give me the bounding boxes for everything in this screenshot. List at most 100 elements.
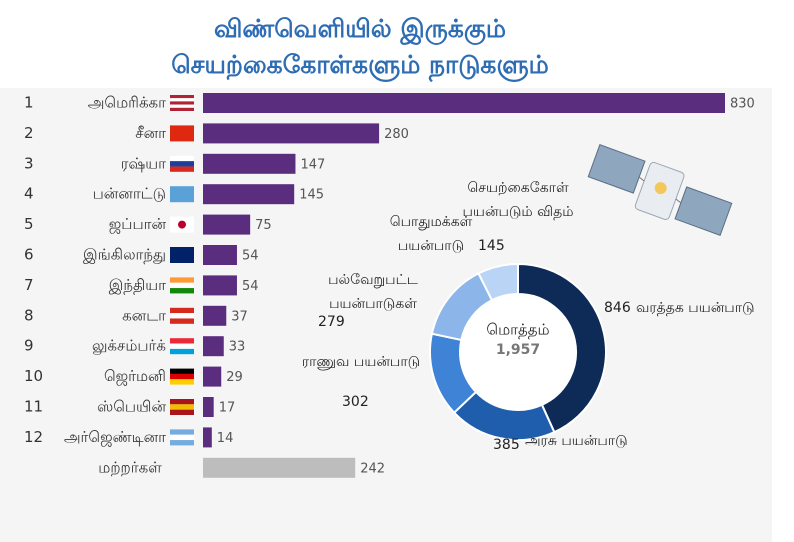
category-label: ஜெர்மனி: [104, 367, 166, 386]
value-label: 37: [231, 309, 248, 324]
flag-icon: [170, 429, 194, 446]
rank-label: 12: [24, 428, 43, 446]
flag-stripe: [170, 95, 194, 99]
rank-label: 4: [24, 185, 34, 203]
rank-label: 10: [24, 367, 43, 385]
flag-stripe: [170, 247, 194, 263]
flag-stripe: [170, 125, 194, 142]
category-label: ரஷ்யா: [121, 154, 166, 172]
category-label: லுக்சம்பர்க்: [92, 337, 166, 356]
flag-stripe: [170, 155, 194, 162]
flag-stripe: [170, 429, 194, 435]
flag-stripe: [170, 348, 194, 355]
bar: [203, 123, 380, 144]
value-label: 54: [242, 279, 259, 294]
flag-stripe: [170, 318, 194, 324]
flag-icon: [170, 338, 194, 355]
title-line: செயற்கைகோள்களும் நாடுகளும்: [171, 50, 549, 82]
flag-stripe: [170, 404, 194, 410]
value-label: 17: [219, 401, 236, 416]
flag-stripe: [170, 368, 194, 374]
bar: [203, 93, 725, 113]
value-label: 385: [493, 437, 520, 453]
rank-label: 3: [24, 154, 34, 172]
flag-stripe: [170, 282, 194, 289]
value-label: 54: [242, 249, 259, 264]
donut-slice: [517, 262, 607, 434]
value-label: 145: [299, 188, 324, 203]
value-label: 242: [360, 461, 385, 476]
bar: [203, 153, 296, 174]
bar: [203, 336, 224, 357]
rank-label: 5: [24, 215, 34, 233]
bar: [203, 427, 212, 448]
category-label: மற்றர்கள்: [98, 458, 162, 476]
category-label: ஸ்பெயின்: [97, 398, 166, 416]
rank-label: 11: [24, 398, 43, 416]
flag-stripe: [170, 277, 194, 283]
bar: [203, 184, 295, 205]
flag-stripe: [170, 186, 194, 203]
category-label: அமெரிக்கா: [88, 94, 166, 112]
category-label: அர்ஜெண்டினா: [64, 428, 166, 447]
value-label: 147: [300, 157, 325, 172]
rank-label: 6: [24, 246, 34, 264]
flag-stripe: [170, 373, 194, 380]
flag-stripe: [170, 379, 194, 385]
bar: [203, 214, 251, 235]
title-line: விண்வெளியில் இருக்கும்: [214, 14, 506, 46]
flag-stripe: [170, 98, 194, 102]
flag-icon: [170, 95, 194, 111]
flag-stripe: [170, 107, 194, 111]
flag-dot: [178, 220, 186, 229]
flag-icon: [170, 399, 194, 415]
value-label: 29: [226, 370, 243, 385]
flag-stripe: [170, 409, 194, 415]
rank-label: 2: [24, 124, 34, 142]
flag-icon: [170, 368, 194, 385]
category-label: இந்தியா: [109, 276, 166, 294]
bar: [203, 275, 237, 296]
value-label: 145: [478, 238, 505, 254]
value-label: 846: [604, 300, 631, 316]
rank-label: 8: [24, 306, 34, 324]
bar: [203, 457, 356, 478]
flag-icon: [170, 307, 194, 324]
donut-hole: [461, 295, 575, 409]
category-label: அரசு பயன்பாடு: [525, 433, 628, 449]
flag-icon: [170, 216, 194, 233]
flag-stripe: [170, 101, 194, 105]
satellite-icon: [587, 144, 733, 236]
category-label: வரத்தக பயன்பாடு: [636, 300, 755, 316]
center-label: மொத்தம்: [486, 321, 549, 339]
rank-label: 9: [24, 337, 34, 355]
category-label: ராணுவ பயன்பாடு: [301, 354, 421, 370]
rank-label: 1: [24, 94, 34, 112]
donut-title: செயற்கைகோள் பயன்படும் விதம்: [462, 180, 574, 220]
rank-label: 7: [24, 276, 34, 294]
value-label: 302: [342, 394, 369, 410]
flag-icon: [170, 277, 194, 294]
category-label: பன்னாட்டு: [93, 185, 166, 203]
flag-stripe: [170, 161, 194, 167]
value-label: 33: [229, 340, 246, 355]
flag-icon: [170, 186, 194, 203]
category-label: கனடா: [122, 306, 166, 324]
category-label: சீனா: [135, 124, 166, 142]
category-label: ஜப்பான்: [109, 215, 167, 234]
value-label: 279: [318, 314, 345, 330]
total-label: 1,957: [496, 342, 540, 358]
flag-stripe: [170, 399, 194, 405]
flag-stripe: [170, 307, 194, 314]
flag-icon: [170, 125, 194, 142]
flag-stripe: [170, 338, 194, 344]
category-label: பொதுமக்கள் பயன்பாடு: [389, 214, 473, 254]
flag-stripe: [170, 166, 194, 172]
flag-stripe: [170, 104, 194, 108]
value-label: 280: [384, 127, 409, 142]
flag-stripe: [170, 434, 194, 441]
flag-icon: [170, 247, 194, 263]
category-label: பல்வேறுபட்ட பயன்பாடுகள்: [328, 272, 418, 312]
